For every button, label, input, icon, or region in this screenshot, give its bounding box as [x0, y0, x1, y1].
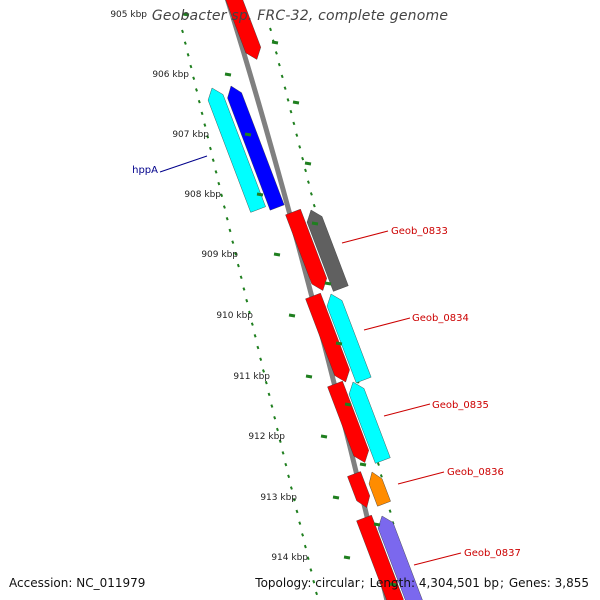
gene-label: Geob_0834	[363, 313, 469, 331]
kbp-tick-label: 909 kbp	[201, 250, 238, 260]
kbp-tick-mark	[304, 161, 312, 166]
gene-arrow	[347, 471, 370, 508]
gene-geob-0834	[326, 293, 372, 384]
gene-label-text: Geob_0833	[391, 226, 448, 237]
left-tick-dots	[181, 29, 318, 596]
gene-label-text: Geob_0835	[432, 400, 489, 411]
kbp-tick-label: 906 kbp	[152, 70, 189, 80]
kbp-tick: 905 kbp	[110, 10, 190, 20]
leader-line	[383, 403, 431, 417]
gene-labels-layer: hppA Geob_0833 Geob_0834 Geob_0835 Geob_0836…	[132, 155, 521, 566]
leader-line	[413, 552, 462, 566]
gene-label-text: Geob_0837	[464, 548, 521, 559]
gene-label-text: Geob_0836	[447, 467, 504, 478]
kbp-tick-label: 910 kbp	[216, 311, 253, 321]
kbp-tick-mark	[335, 341, 343, 346]
gene-geob-0836	[368, 471, 391, 507]
genes-label: Genes:	[508, 576, 551, 590]
gene-arrow	[356, 514, 404, 600]
kbp-tick-label: 908 kbp	[184, 190, 221, 200]
kbp-tick-label: 914 kbp	[271, 553, 308, 563]
leader-line	[397, 471, 445, 485]
gene-arrow	[327, 380, 369, 463]
kbp-tick: 911 kbp	[233, 372, 313, 382]
kbp-tick-mark	[292, 100, 300, 105]
gene-label-text: hppA	[132, 165, 158, 176]
kbp-tick: 910 kbp	[216, 311, 296, 321]
gene-label: Geob_0836	[397, 467, 504, 485]
kbp-tick-label: 911 kbp	[233, 372, 270, 382]
gene-label: Geob_0833	[341, 226, 448, 244]
topology-label: Topology:	[255, 576, 312, 590]
genome-stats: Topology: circular; Length: 4,304,501 bp…	[255, 576, 589, 590]
kbp-tick-label: 913 kbp	[260, 493, 297, 503]
leader-line	[159, 155, 208, 173]
kbp-tick-label: 912 kbp	[248, 432, 285, 442]
leader-line	[363, 317, 411, 331]
gene-features-layer	[207, 0, 423, 600]
kbp-tick-label: 905 kbp	[110, 10, 147, 20]
kbp-tick-label: 907 kbp	[172, 130, 209, 140]
genes-value: 3,855	[554, 576, 589, 590]
kbp-ruler-layer: 905 kbp 906 kbp 907 kbp 908 kbp 909 kbp 910 k…	[110, 10, 397, 587]
kbp-tick-mark	[359, 462, 367, 467]
accession-info: Accession: NC_011979	[9, 576, 145, 590]
gene-geob-0833	[306, 209, 349, 292]
kbp-tick: 907 kbp	[172, 130, 252, 140]
kbp-tick: 912 kbp	[248, 432, 328, 442]
gene-label: Geob_0837	[413, 548, 521, 566]
genome-title: Geobacter sp. FRC-32, complete genome	[151, 8, 449, 24]
kbp-tick-mark	[373, 522, 381, 527]
gene-arrow	[225, 0, 261, 60]
kbp-tick-mark	[389, 582, 397, 587]
leader-line	[341, 230, 389, 244]
kbp-tick-mark	[344, 402, 352, 407]
kbp-tick: 909 kbp	[201, 250, 281, 260]
length-value: 4,304,501 bp	[418, 576, 499, 590]
kbp-tick: 914 kbp	[271, 553, 351, 563]
kbp-tick: 906 kbp	[152, 70, 232, 80]
accession-label: Accession:	[9, 576, 73, 590]
kbp-tick-mark	[324, 281, 332, 286]
kbp-tick-mark	[311, 221, 319, 226]
gene-arrow	[285, 208, 327, 291]
accession-value: NC_011979	[76, 576, 146, 590]
kbp-tick: 913 kbp	[260, 493, 340, 503]
gene-arrow	[305, 292, 350, 383]
kbp-tick-mark	[271, 40, 279, 45]
gene-geob-0835	[348, 381, 391, 464]
kbp-tick: 908 kbp	[184, 190, 264, 200]
gene-label: Geob_0835	[383, 400, 489, 417]
gene-label-text: Geob_0834	[412, 313, 469, 324]
topology-value: circular	[315, 576, 360, 590]
gene-label: hppA	[132, 155, 208, 176]
length-label: Length:	[369, 576, 416, 590]
gene-hppa-cyan	[207, 87, 266, 213]
gene-blue-arrow	[227, 85, 285, 211]
